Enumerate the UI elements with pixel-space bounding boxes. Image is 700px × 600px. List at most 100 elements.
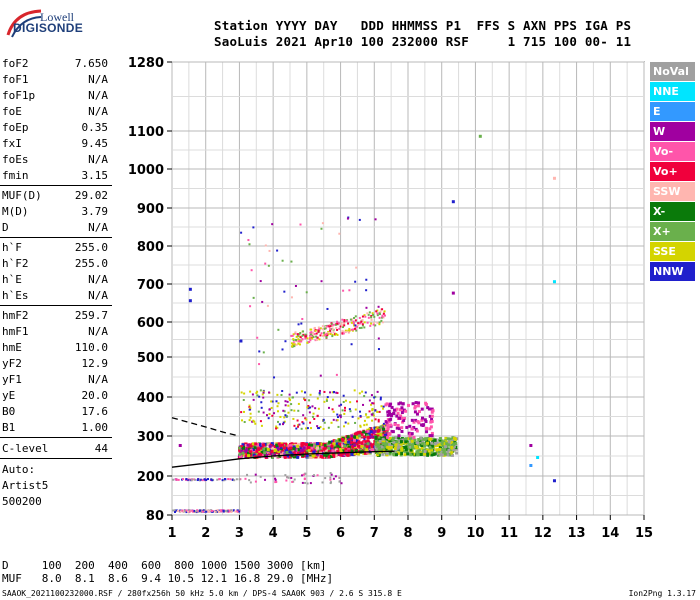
echo-point xyxy=(178,444,182,447)
echo-point xyxy=(319,442,323,446)
x-tick-label: 1 xyxy=(167,526,176,541)
echo-point xyxy=(188,299,192,303)
echo-point xyxy=(341,449,345,453)
echo-point xyxy=(281,423,284,426)
echo-point xyxy=(301,453,305,457)
echo-point xyxy=(296,333,299,336)
echo-point xyxy=(432,452,436,456)
echo-point xyxy=(254,442,258,446)
echo-point xyxy=(378,312,381,315)
echo-point xyxy=(283,420,286,423)
param-md: M(D) 3.79 xyxy=(0,204,112,220)
echo-point xyxy=(376,321,379,324)
echo-point xyxy=(376,432,380,436)
echo-point xyxy=(365,289,368,292)
echo-point xyxy=(240,449,244,453)
echo-point xyxy=(385,442,389,446)
echo-point xyxy=(401,402,405,406)
echo-point xyxy=(328,440,332,444)
echo-point xyxy=(284,400,287,403)
echo-point xyxy=(179,510,182,513)
echo-point xyxy=(367,316,370,319)
echo-point xyxy=(304,337,307,340)
echo-point xyxy=(300,322,303,325)
echo-point xyxy=(273,445,277,449)
echo-point xyxy=(248,447,252,451)
echo-point xyxy=(385,451,389,455)
echo-point xyxy=(347,440,351,444)
echo-point xyxy=(240,445,244,449)
echo-point xyxy=(327,332,330,335)
echo-point xyxy=(426,441,430,445)
echo-point xyxy=(338,232,341,235)
echo-point xyxy=(335,373,338,376)
echo-point xyxy=(306,427,309,430)
autoscale-line: Auto: xyxy=(2,463,36,476)
footer-distance-row: D 100 200 400 600 800 1000 1500 3000 [km… xyxy=(2,559,327,572)
param-name: foEs xyxy=(2,153,29,166)
echo-point xyxy=(381,321,384,324)
echo-point xyxy=(381,452,385,456)
echo-point xyxy=(301,421,304,424)
echo-point xyxy=(428,414,432,418)
echo-point xyxy=(314,407,317,410)
y-tick-label: 200 xyxy=(137,470,164,485)
param-name: hmE xyxy=(2,341,22,354)
echo-point xyxy=(309,333,312,336)
param-clevel: C-level 44 xyxy=(0,441,112,457)
echo-point xyxy=(403,453,407,457)
echo-point xyxy=(318,389,321,392)
echo-point xyxy=(266,414,269,417)
echo-point xyxy=(317,427,320,430)
echo-point xyxy=(433,438,437,442)
echo-point xyxy=(287,448,291,452)
echo-point xyxy=(249,481,252,484)
echo-point xyxy=(372,402,375,405)
echo-point xyxy=(265,454,269,458)
echo-point xyxy=(289,398,292,401)
echo-point xyxy=(335,442,339,446)
echo-point xyxy=(302,446,306,450)
echo-point xyxy=(290,409,293,412)
echo-point xyxy=(326,307,329,310)
echo-point xyxy=(364,413,367,416)
echo-point xyxy=(390,405,394,409)
echo-point xyxy=(200,509,203,512)
footer-muf-row: MUF 8.0 8.1 8.6 9.4 10.5 12.1 16.8 29.0 … xyxy=(2,572,334,585)
echo-point xyxy=(383,433,387,437)
param-he: h`E N/A xyxy=(0,272,112,288)
echo-point xyxy=(423,441,427,445)
echo-point xyxy=(395,440,399,444)
echo-point xyxy=(347,216,350,219)
echo-point xyxy=(204,509,207,512)
echo-point xyxy=(305,418,308,421)
echo-point xyxy=(371,413,374,416)
echo-point xyxy=(188,509,191,512)
echo-point xyxy=(320,445,324,449)
echo-point xyxy=(363,419,366,422)
echo-point xyxy=(427,407,431,411)
echo-point xyxy=(418,448,422,452)
echo-point xyxy=(374,436,378,440)
echo-point xyxy=(405,450,409,454)
echo-point xyxy=(294,332,297,335)
echo-point xyxy=(314,455,318,459)
echo-point xyxy=(376,314,379,317)
echo-point xyxy=(430,410,434,414)
echo-point xyxy=(375,453,379,457)
echo-point xyxy=(371,407,374,410)
echo-point xyxy=(360,320,363,323)
echo-point xyxy=(271,223,274,226)
echo-point xyxy=(311,405,314,408)
echo-point xyxy=(365,445,369,449)
echo-point xyxy=(321,222,324,225)
echo-point xyxy=(209,509,212,512)
param-fxi: fxI 9.45 xyxy=(0,136,112,152)
echo-point xyxy=(431,450,435,454)
echo-point xyxy=(215,511,218,514)
echo-point xyxy=(287,411,290,414)
echo-point xyxy=(309,334,312,337)
echo-point xyxy=(332,390,335,393)
echo-point xyxy=(409,432,413,436)
param-b0: B0 17.6 xyxy=(0,404,112,420)
